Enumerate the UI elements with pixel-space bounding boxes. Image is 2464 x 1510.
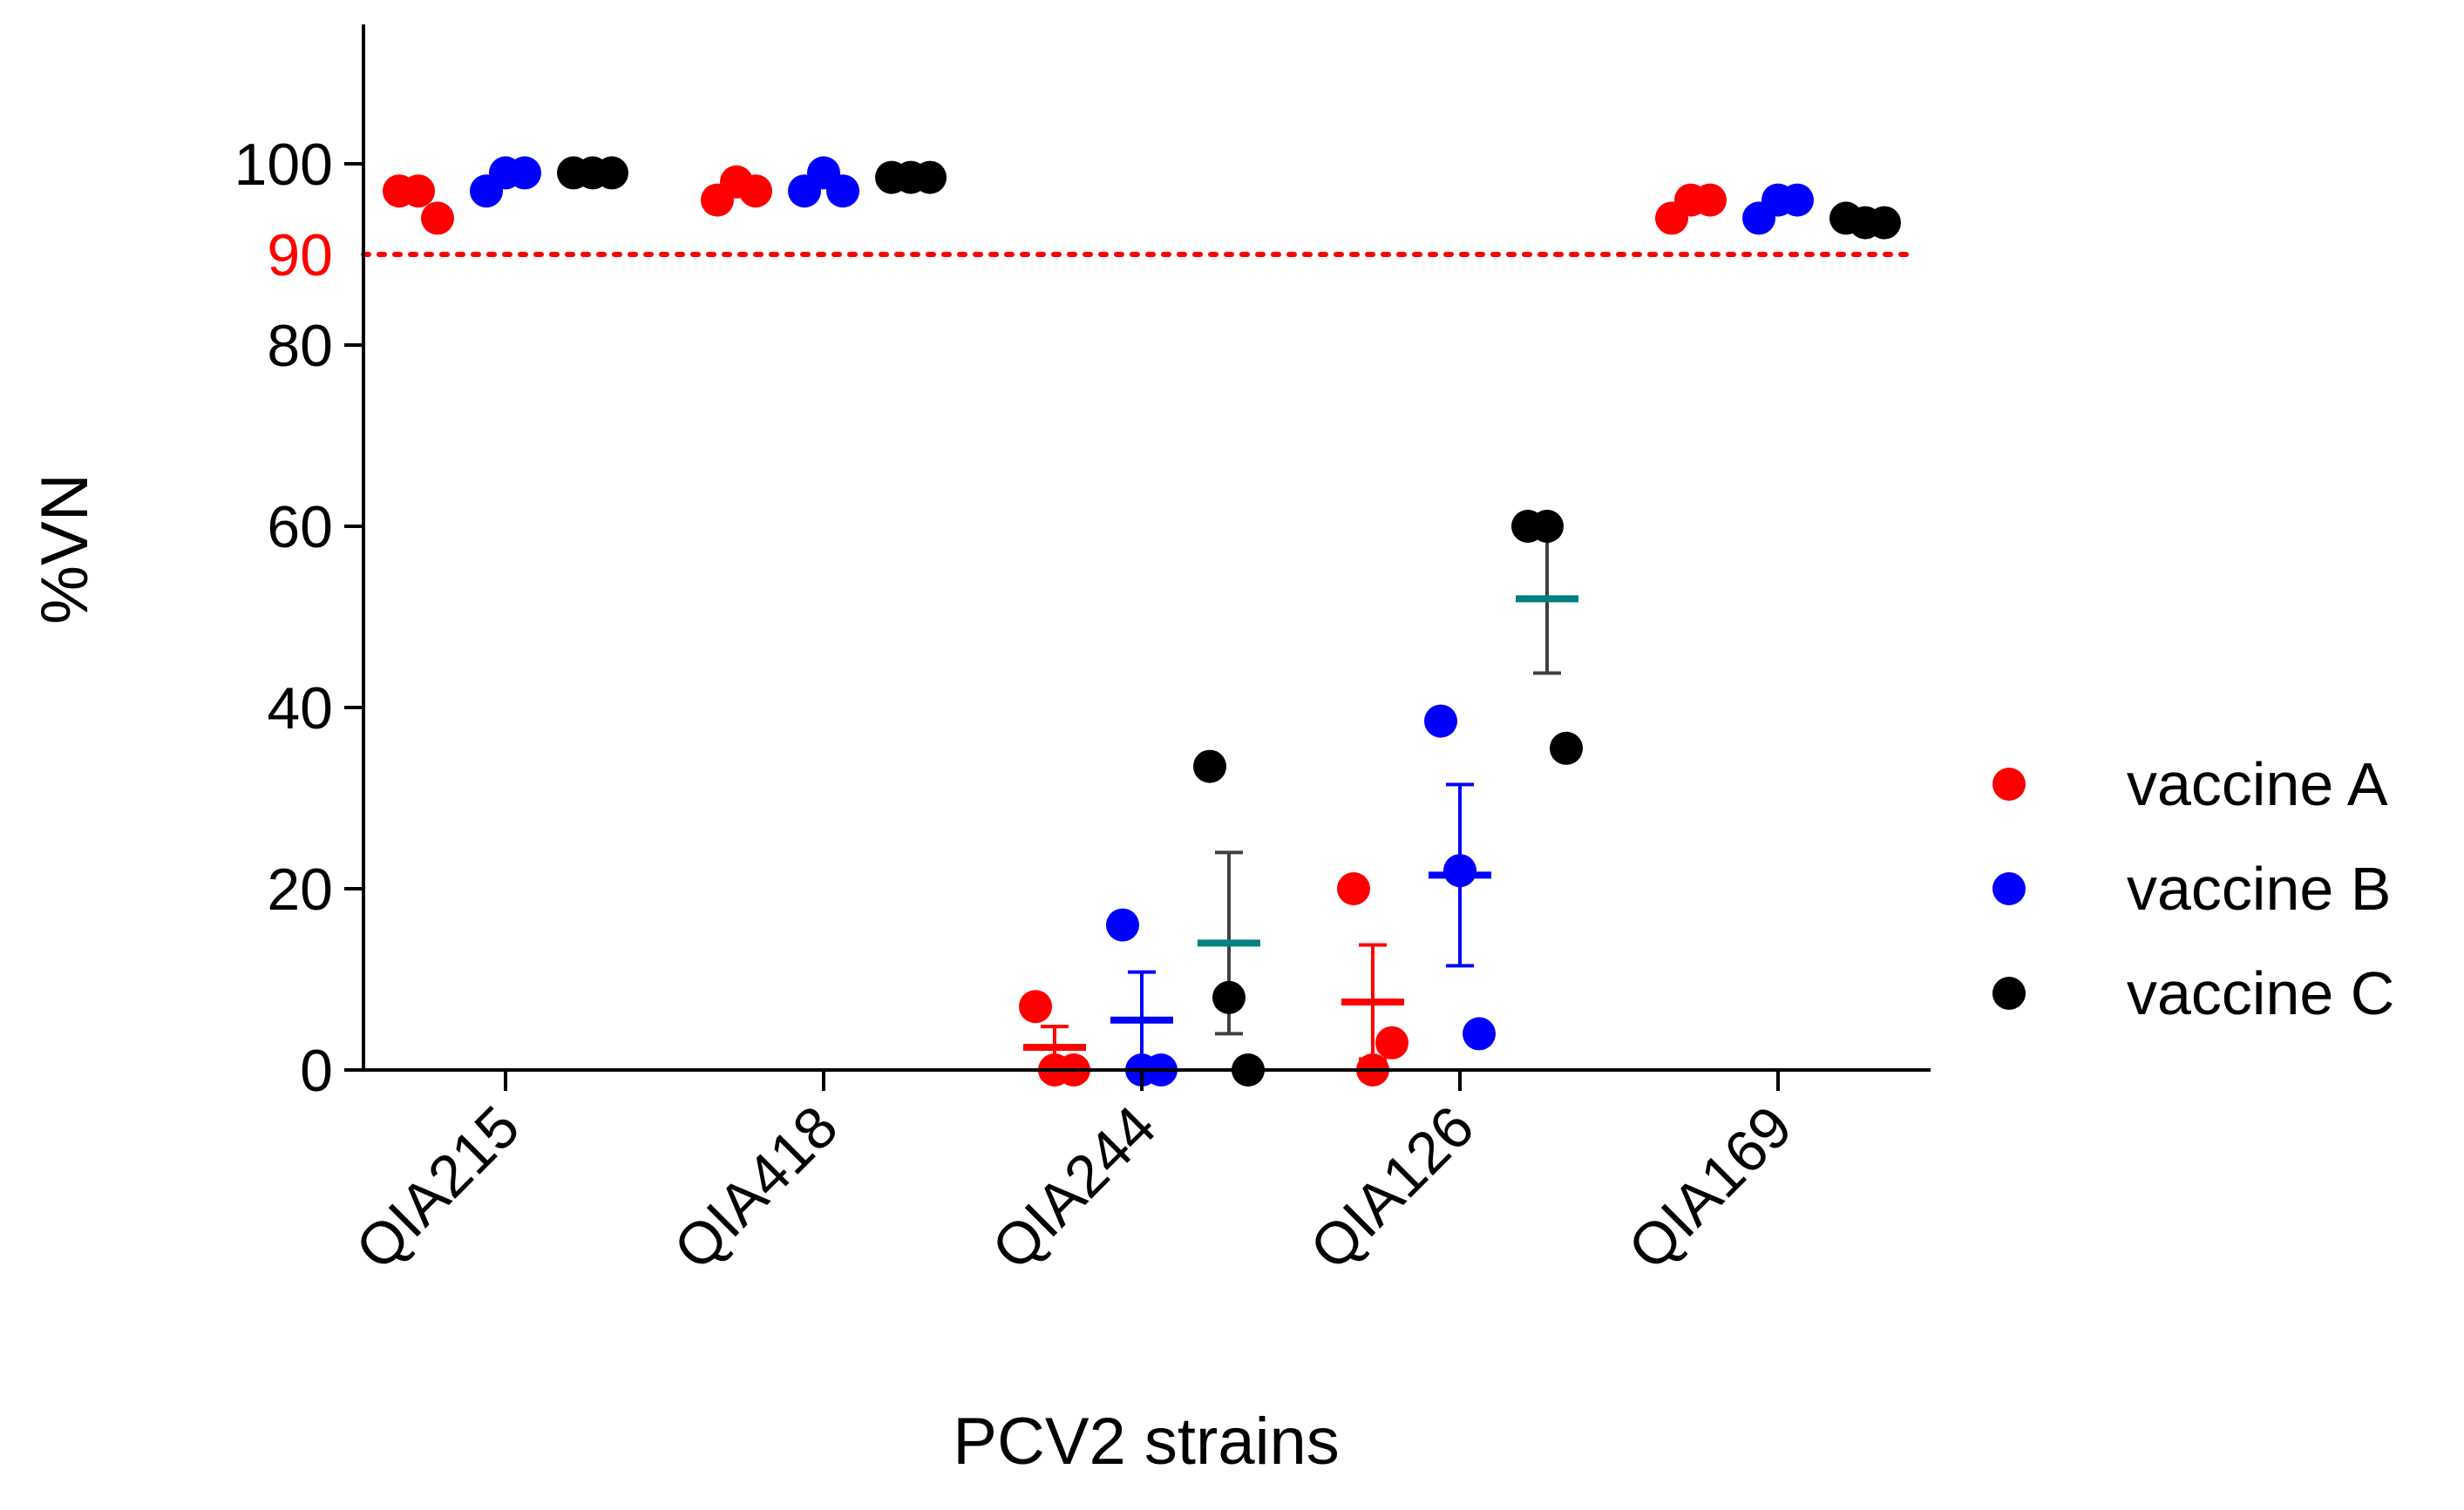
data-point: [1424, 704, 1457, 738]
legend-label: vaccine A: [2127, 750, 2388, 818]
legend-marker: [1992, 977, 2026, 1010]
y-tick-label: 60: [267, 494, 333, 560]
data-point: [1193, 749, 1226, 783]
data-point: [1694, 183, 1727, 217]
legend-label: vaccine B: [2127, 855, 2391, 923]
data-point: [1550, 731, 1583, 765]
x-ticks: QIA215 QIA418 QIA244 QIA126 QIA169: [343, 1070, 1805, 1283]
errorbar-layer: [1023, 522, 1578, 1070]
points-layer: [383, 156, 1901, 1087]
data-point: [1781, 183, 1814, 217]
y-ticks: 0 20 40 60 80 100: [234, 132, 363, 1104]
data-point: [402, 174, 435, 208]
data-point: [1463, 1017, 1496, 1051]
y-tick-label: 100: [234, 132, 333, 198]
x-tick-label: QIA418: [662, 1094, 851, 1283]
data-point: [913, 160, 947, 194]
data-point: [1375, 1026, 1408, 1060]
threshold-layer: 90: [267, 222, 1911, 288]
y-tick-label: 80: [267, 313, 333, 379]
x-tick-label: QIA244: [980, 1094, 1169, 1283]
data-point: [1531, 510, 1564, 543]
y-tick-label: 20: [267, 857, 333, 923]
data-point: [508, 156, 541, 190]
legend-marker: [1992, 872, 2026, 905]
data-point: [421, 201, 454, 235]
threshold-label: 90: [267, 222, 333, 288]
x-tick-label: QIA215: [343, 1094, 533, 1283]
legend: vaccine A vaccine B vaccine C: [1992, 750, 2394, 1027]
legend-marker: [1992, 768, 2026, 801]
data-point: [739, 174, 772, 208]
data-point: [1019, 990, 1052, 1024]
x-axis-title: PCV2 strains: [953, 1405, 1340, 1479]
x-tick-label: QIA169: [1616, 1094, 1805, 1283]
data-point: [826, 174, 859, 208]
data-point: [1443, 854, 1476, 888]
data-point: [1868, 206, 1901, 240]
y-axis-title: %VN: [28, 473, 102, 624]
x-tick-label: QIA126: [1298, 1094, 1487, 1283]
legend-label: vaccine C: [2127, 959, 2394, 1027]
data-point: [595, 156, 628, 190]
data-point: [1106, 908, 1139, 942]
y-tick-label: 0: [300, 1038, 333, 1104]
y-tick-label: 40: [267, 675, 333, 741]
data-point: [1337, 872, 1370, 905]
axes: [362, 24, 1931, 1072]
plot-area: 90: [267, 156, 1911, 1087]
data-point: [1212, 980, 1246, 1014]
